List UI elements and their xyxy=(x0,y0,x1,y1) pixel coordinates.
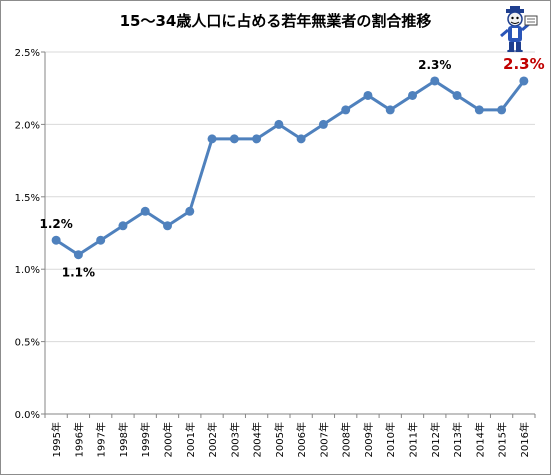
data-point xyxy=(408,90,417,100)
grid-lines xyxy=(45,51,535,343)
x-tick-label: 2008年 xyxy=(340,422,353,457)
y-tick-label: 1.5% xyxy=(15,193,40,204)
data-point xyxy=(452,90,462,100)
data-labels: 1.2% 1.1% 2.3% 2.3% xyxy=(39,55,544,280)
x-tick-label: 2011年 xyxy=(407,422,420,457)
x-tick-label: 2007年 xyxy=(317,422,330,457)
x-tick-label: 2009年 xyxy=(362,422,375,457)
data-point xyxy=(363,90,373,100)
x-tick-label: 1998年 xyxy=(117,422,130,457)
data-point xyxy=(185,206,195,216)
x-tick-label: 1999年 xyxy=(139,422,152,457)
data-point xyxy=(385,105,395,115)
data-label: 2.3% xyxy=(418,58,451,72)
data-point xyxy=(341,105,351,115)
data-point xyxy=(296,134,306,144)
data-point xyxy=(118,221,128,231)
data-point xyxy=(96,235,106,245)
data-label: 1.2% xyxy=(39,217,72,231)
data-point xyxy=(140,206,150,216)
data-point xyxy=(519,76,529,86)
y-tick-labels: 0.0% 0.5% 1.0% 1.5% 2.0% 2.5% xyxy=(15,48,40,421)
data-point xyxy=(73,250,83,260)
axes xyxy=(41,51,536,418)
x-tick-label: 1995年 xyxy=(50,422,63,457)
x-tick-label: 2005年 xyxy=(273,422,286,457)
data-label: 2.3% xyxy=(503,55,545,73)
x-tick-label: 2013年 xyxy=(451,422,464,457)
data-point xyxy=(51,235,61,245)
data-point xyxy=(274,119,284,129)
x-tick-label: 1996年 xyxy=(72,422,85,457)
x-tick-labels: 1995年 1996年 1997年 1998年 1999年 2000年 2001年 2002年… xyxy=(50,422,531,457)
y-tick-label: 0.0% xyxy=(15,410,40,421)
x-tick-label: 2006年 xyxy=(295,422,308,457)
x-tick-label: 2016年 xyxy=(518,422,531,457)
data-label: 1.1% xyxy=(62,266,95,280)
data-point xyxy=(207,134,217,144)
data-point xyxy=(318,119,328,129)
mascot-logo xyxy=(500,6,538,52)
x-tick-label: 1997年 xyxy=(95,422,108,457)
chart-title: 15～34歳人口に占める若年無業者の割合推移 xyxy=(119,12,432,30)
x-tick-label: 2002年 xyxy=(206,422,219,457)
x-tick-label: 2001年 xyxy=(184,422,197,457)
x-tick-label: 2003年 xyxy=(228,422,241,457)
data-point xyxy=(497,105,507,115)
data-point xyxy=(430,76,440,86)
y-tick-label: 0.5% xyxy=(15,338,40,349)
y-tick-label: 1.0% xyxy=(15,265,40,276)
series-line xyxy=(54,79,526,257)
x-tick-label: 2014年 xyxy=(473,422,486,457)
data-point xyxy=(252,134,262,144)
data-point xyxy=(474,105,484,115)
x-tick-label: 2010年 xyxy=(384,422,397,457)
data-point xyxy=(229,134,239,144)
x-tick-label: 2000年 xyxy=(162,422,175,457)
x-tick-label: 2012年 xyxy=(429,422,442,457)
data-point xyxy=(163,221,172,231)
x-tick-label: 2015年 xyxy=(496,422,509,457)
y-tick-label: 2.5% xyxy=(15,48,40,59)
y-tick-label: 2.0% xyxy=(15,120,40,131)
x-tick-label: 2004年 xyxy=(251,422,264,457)
data-series xyxy=(51,76,529,260)
